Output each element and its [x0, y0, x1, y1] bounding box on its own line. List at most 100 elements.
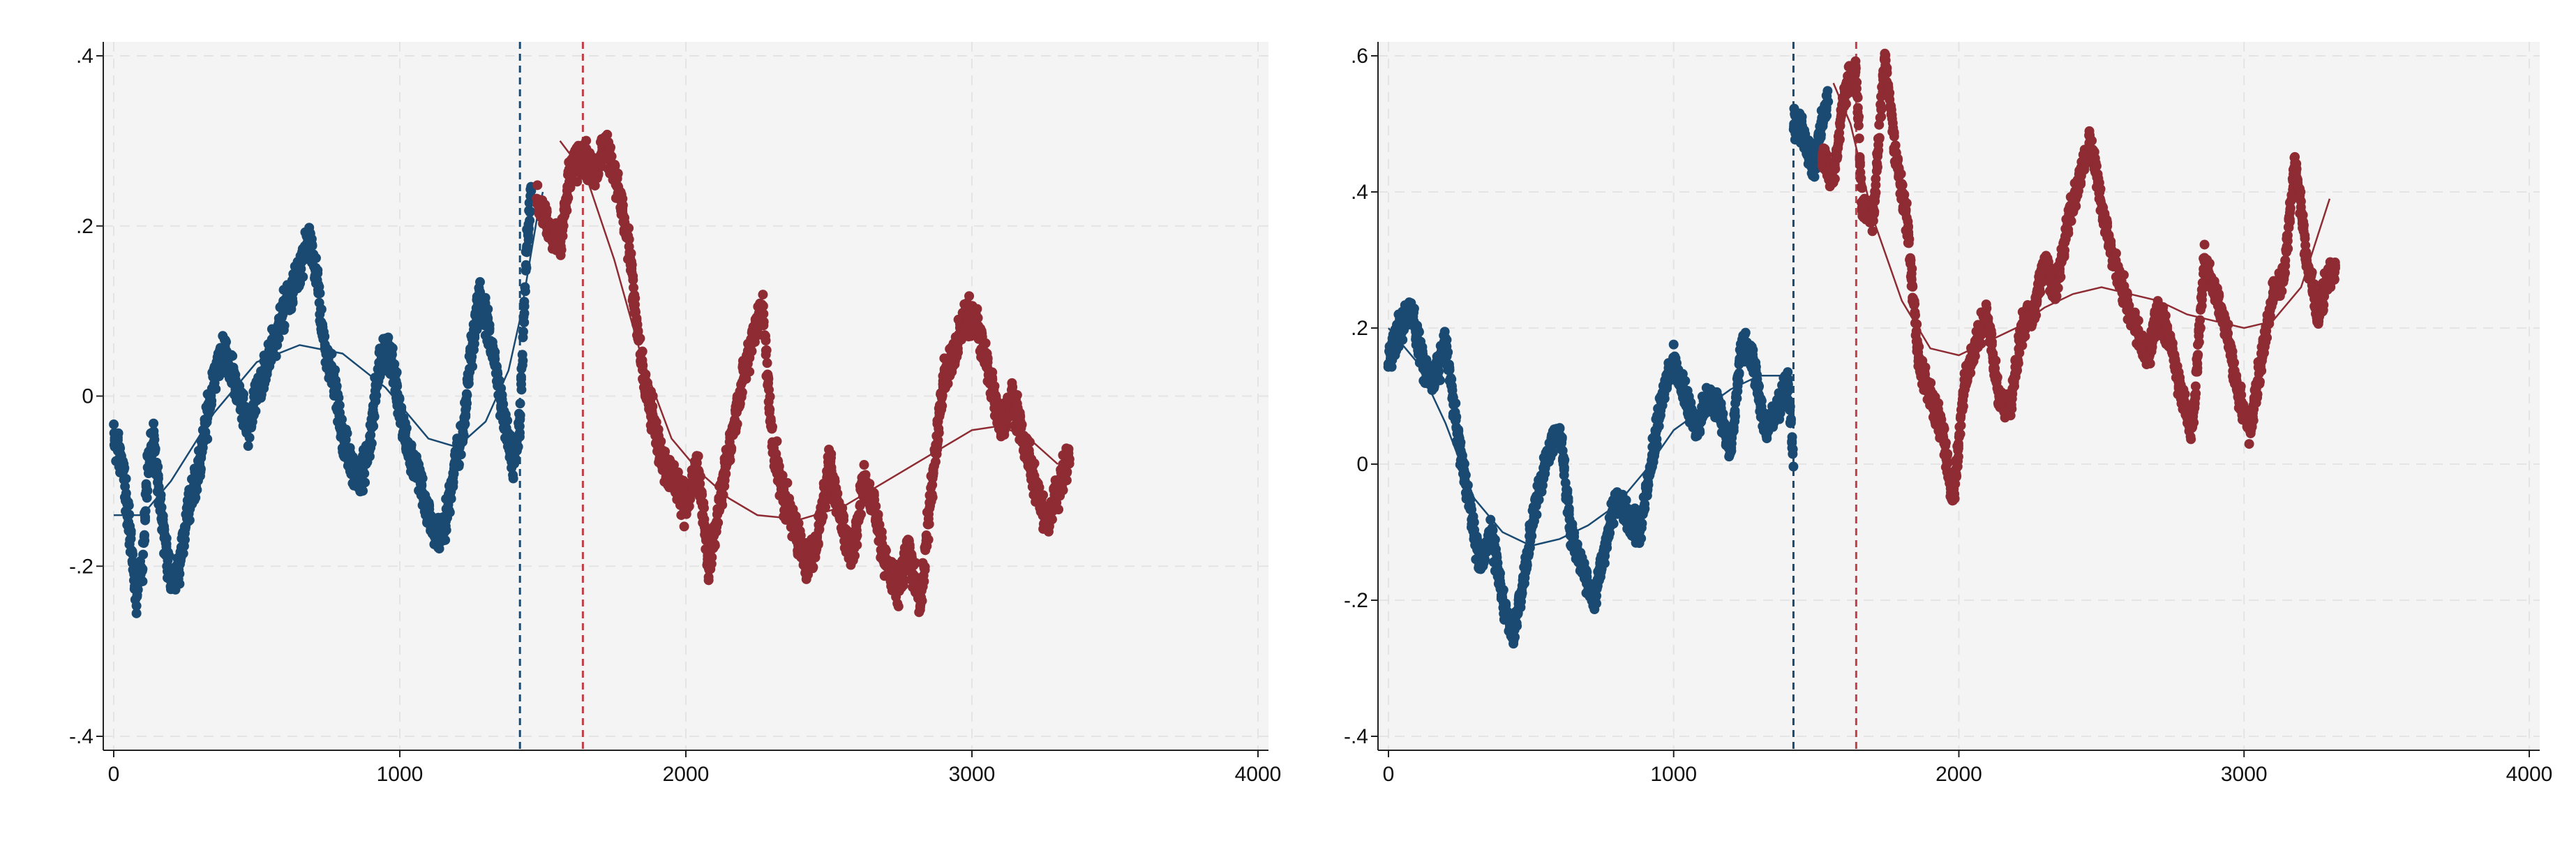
data-point [660, 447, 670, 456]
data-point [456, 449, 466, 459]
data-point [445, 507, 455, 517]
data-point [719, 490, 728, 500]
data-point [174, 579, 184, 589]
data-point [109, 419, 119, 429]
data-point [192, 485, 202, 495]
data-point [767, 422, 777, 432]
data-point [335, 401, 345, 410]
data-point [1007, 378, 1017, 388]
data-point [518, 327, 528, 336]
data-point [758, 309, 768, 319]
data-point [1015, 408, 1025, 417]
data-point [371, 391, 381, 401]
data-point [920, 562, 930, 572]
data-point [1564, 493, 1573, 503]
data-point [1058, 485, 1068, 495]
data-point [839, 515, 848, 525]
data-point [532, 180, 542, 190]
data-point [383, 333, 393, 343]
y-tick-label: -.2 [1344, 589, 1368, 612]
x-tick-label: 1000 [1650, 763, 1697, 786]
data-point [365, 452, 375, 461]
data-point [483, 304, 493, 314]
data-point [772, 436, 782, 446]
data-point [121, 474, 131, 484]
data-point [311, 253, 321, 263]
data-point [367, 438, 377, 448]
data-point [972, 304, 982, 314]
data-point [502, 416, 512, 426]
data-point [721, 469, 731, 479]
y-tick-label: .6 [1351, 45, 1368, 68]
data-point [360, 477, 370, 487]
data-point [717, 500, 727, 509]
data-point [763, 358, 772, 368]
data-point [1062, 475, 1072, 485]
data-point [1640, 504, 1649, 514]
data-point [1435, 375, 1445, 385]
data-point [1451, 415, 1461, 425]
data-point [782, 478, 792, 488]
data-point [137, 576, 147, 586]
data-point [647, 401, 657, 411]
y-tick-label: .2 [76, 215, 93, 238]
data-point [509, 474, 518, 484]
data-point [481, 293, 491, 303]
data-point [343, 429, 352, 438]
data-point [826, 449, 836, 459]
data-point [418, 473, 428, 483]
data-point [1492, 558, 1502, 567]
data-point [119, 463, 128, 473]
data-point [1065, 459, 1074, 468]
data-point [562, 206, 571, 216]
y-tick-label: 0 [1356, 453, 1368, 476]
data-point [747, 346, 756, 356]
data-point [359, 468, 369, 478]
data-point [151, 445, 160, 454]
data-point [699, 503, 709, 513]
data-point [928, 493, 938, 503]
data-point [624, 235, 634, 244]
data-point [871, 501, 881, 511]
data-point [765, 392, 775, 401]
data-point [737, 387, 747, 397]
data-point [856, 509, 866, 519]
data-point [250, 406, 260, 416]
data-point [1510, 632, 1520, 642]
data-point [239, 389, 248, 399]
data-point [680, 521, 689, 531]
data-point [924, 535, 934, 544]
data-point [795, 526, 805, 536]
data-point [1414, 327, 1424, 337]
data-point [1501, 599, 1511, 609]
data-point [630, 293, 640, 303]
data-point [1557, 433, 1567, 442]
x-tick-label: 3000 [949, 763, 996, 786]
data-point [859, 460, 869, 470]
data-point [132, 609, 142, 618]
data-point [1609, 519, 1619, 528]
data-point [758, 320, 768, 330]
data-point [196, 464, 206, 474]
data-point [1012, 390, 1022, 400]
data-point [704, 575, 714, 585]
data-point [442, 526, 451, 535]
data-point [852, 540, 862, 550]
data-point [761, 336, 771, 345]
data-point [142, 486, 152, 496]
data-point [1047, 514, 1057, 524]
data-point [274, 334, 284, 343]
data-point [174, 569, 184, 579]
data-point [852, 530, 862, 540]
data-point [402, 424, 412, 433]
y-tick-label: -.4 [1344, 725, 1368, 748]
data-point [620, 213, 629, 223]
data-point [744, 367, 754, 377]
data-point [307, 239, 317, 249]
data-point [964, 291, 974, 301]
data-point [137, 566, 147, 576]
x-tick-label: 3000 [2221, 763, 2268, 786]
data-point [1451, 399, 1460, 408]
